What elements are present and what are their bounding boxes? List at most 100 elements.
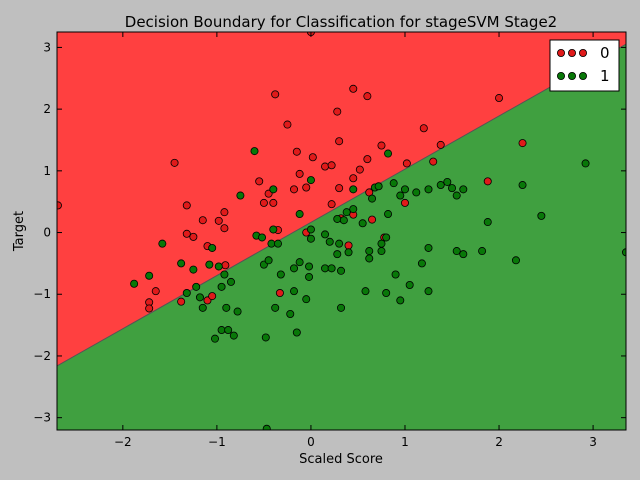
class-1-point [483, 218, 492, 227]
class-1-point [325, 237, 334, 246]
class-0-point [271, 90, 280, 99]
class-0-point [151, 287, 160, 296]
class-1-point [321, 264, 330, 273]
class-0-point [355, 165, 364, 174]
class-0-point [321, 162, 330, 171]
class-0-point [259, 198, 268, 207]
class-1-point [306, 176, 315, 185]
class-0-point [436, 140, 445, 149]
class-1-point [417, 259, 426, 268]
class-0-point [402, 159, 411, 168]
class-1-point [365, 254, 374, 263]
class-1-point [436, 181, 445, 190]
class-0-point [335, 137, 344, 146]
x-tick-label: 1 [401, 435, 409, 449]
y-tick-label: 3 [43, 40, 51, 54]
class-0-point [349, 84, 358, 93]
class-1-point [511, 256, 520, 265]
class-1-point [217, 282, 226, 291]
class-1-point [195, 293, 204, 302]
class-1-point [192, 282, 201, 291]
class-1-point [396, 296, 405, 305]
y-tick-label: 0 [43, 226, 51, 240]
class-1-point [306, 234, 315, 243]
plot-frame [56, 31, 627, 431]
class-1-point [286, 309, 295, 318]
class-0-point [483, 177, 492, 186]
class-1-point [452, 247, 461, 256]
y-axis-label: Target [12, 211, 27, 252]
class-1-point [276, 270, 285, 279]
class-1-point [290, 264, 299, 273]
class-1-point [220, 270, 229, 279]
class-1-point [361, 287, 370, 296]
x-tick-label: 3 [589, 435, 597, 449]
class-1-point [290, 287, 299, 296]
legend-box [549, 39, 620, 92]
class-1-point [344, 248, 353, 257]
class-1-point [448, 184, 457, 193]
class-0-point [177, 297, 186, 306]
class-1-point [233, 307, 242, 316]
legend-marker-0 [557, 49, 566, 58]
legend-items: 01 [557, 44, 610, 85]
class-0-point [292, 147, 301, 156]
class-0-point [335, 184, 344, 193]
class-1-point [377, 239, 386, 248]
class-1-point [267, 239, 276, 248]
legend-marker-1 [579, 72, 588, 81]
class-1-point [211, 334, 220, 343]
class-1-point [537, 211, 546, 220]
class-1-point [217, 326, 226, 335]
class-1-point [459, 250, 468, 259]
class-1-point [581, 159, 590, 168]
x-axis-label: Scaled Score [299, 452, 383, 467]
class-1-point [226, 277, 235, 286]
class-0-point [170, 158, 179, 167]
class-1-point [622, 248, 626, 257]
class-1-point [452, 191, 461, 200]
class-0-point [220, 224, 229, 233]
class-1-point [384, 210, 393, 219]
class-1-point [396, 191, 405, 200]
class-1-point [337, 266, 346, 275]
class-1-point [333, 214, 342, 223]
class-1-point [327, 264, 336, 273]
class-1-point [382, 233, 391, 242]
class-1-point [205, 260, 214, 269]
class-0-point [308, 153, 317, 162]
class-1-point [365, 247, 374, 256]
class-0-point [333, 107, 342, 116]
class-1-point [384, 149, 393, 158]
class-1-point [269, 225, 278, 234]
class-0-point [302, 183, 311, 192]
class-0-point [429, 157, 438, 166]
legend-marker-1 [568, 72, 577, 81]
plot-area [57, 32, 626, 430]
class-1-point [224, 326, 233, 335]
class-0-point [221, 261, 230, 270]
class-0-point [363, 155, 372, 164]
class-1-point [258, 233, 267, 242]
class-1-region [57, 44, 626, 430]
class-1-point [342, 208, 351, 217]
class-1-point [337, 303, 346, 312]
class-1-point [391, 270, 400, 279]
class-1-point [389, 179, 398, 188]
class-1-point [405, 280, 414, 289]
class-0-point [344, 241, 353, 250]
class-1-point [250, 147, 259, 156]
class-1-point [306, 225, 315, 234]
x-tick-label: −1 [208, 435, 226, 449]
x-tick-label: −2 [114, 435, 132, 449]
legend: 01 [549, 39, 620, 92]
class-0-point [214, 216, 223, 225]
class-1-point [382, 289, 391, 298]
y-tick-label: −2 [33, 349, 51, 363]
class-0-point [327, 200, 336, 209]
class-1-point [305, 272, 314, 281]
class-0-point [327, 161, 336, 170]
class-0-point [220, 208, 229, 217]
legend-marker-1 [557, 72, 566, 81]
